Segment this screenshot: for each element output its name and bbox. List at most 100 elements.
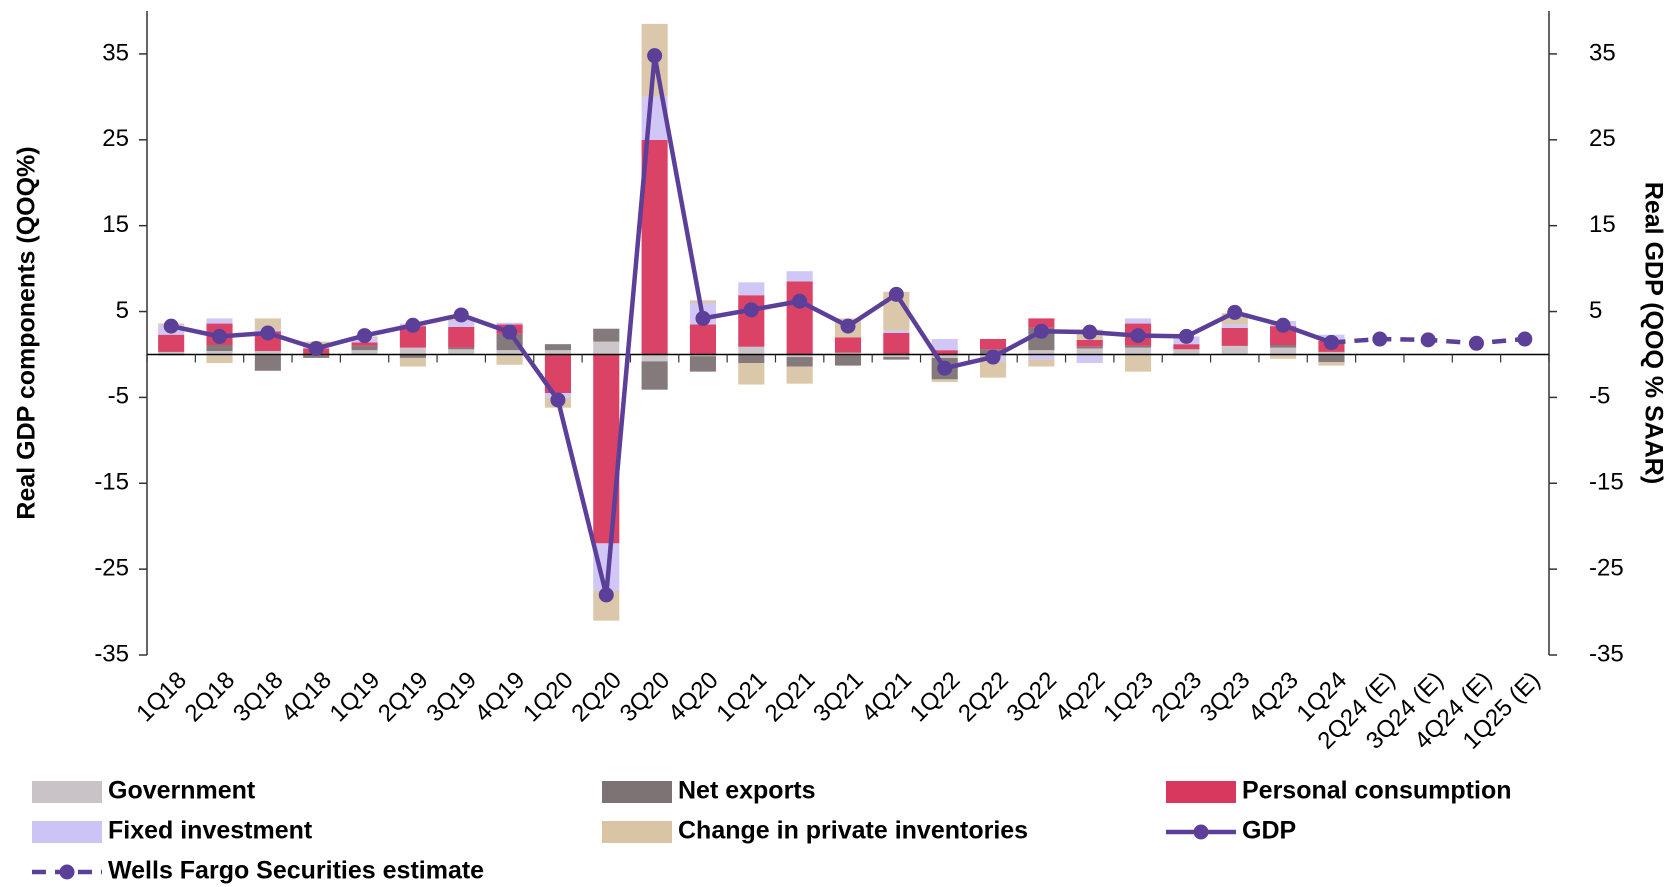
x-tick-label: 4Q22 xyxy=(1050,667,1111,728)
bar-segment xyxy=(1173,344,1200,350)
bar-segment xyxy=(931,354,958,358)
y2-tick-label: 35 xyxy=(1589,39,1616,66)
bar-segment xyxy=(448,320,475,327)
bar-segment xyxy=(254,351,281,355)
bar-segment xyxy=(1076,348,1103,355)
gdp-marker xyxy=(647,48,663,64)
gdp-marker xyxy=(163,318,179,334)
bar-segment xyxy=(448,349,475,355)
bar-segment xyxy=(496,350,523,355)
bar-segment xyxy=(1076,339,1103,347)
x-tick-label: 4Q19 xyxy=(470,667,531,728)
y-tick-label: 5 xyxy=(116,297,129,324)
bar-segment xyxy=(206,354,233,364)
bar-segment xyxy=(206,351,233,355)
legend-swatch xyxy=(32,821,102,843)
y-tick-label: -25 xyxy=(94,554,129,581)
gdp-marker xyxy=(502,324,518,340)
legend-swatch xyxy=(1166,781,1236,803)
estimate-marker xyxy=(1420,332,1436,348)
legend-marker xyxy=(1193,824,1209,840)
bar-segment xyxy=(496,354,523,365)
bar-segment xyxy=(738,346,765,355)
x-tick-label: 2Q18 xyxy=(180,667,241,728)
gdp-marker xyxy=(792,293,808,309)
bar-segment xyxy=(448,347,475,350)
y-tick-label: 15 xyxy=(102,211,129,238)
bar-segment xyxy=(883,330,910,333)
estimate-marker xyxy=(1372,331,1388,347)
legend-label: Change in private inventories xyxy=(678,817,1028,845)
legend-swatch xyxy=(602,821,672,843)
gdp-marker xyxy=(743,302,759,318)
bar-segment xyxy=(1076,354,1103,364)
bar-segment xyxy=(786,357,813,367)
bar-segment xyxy=(931,350,958,355)
y2-tick-label: -5 xyxy=(1589,383,1610,410)
gdp-marker xyxy=(453,307,469,323)
bar-segment xyxy=(1221,324,1248,328)
legend-label: Wells Fargo Securities estimate xyxy=(108,857,484,885)
legend-label: Fixed investment xyxy=(108,817,313,845)
y2-tick-label: -35 xyxy=(1589,640,1624,667)
bar-segment xyxy=(593,328,620,342)
legend-label: Net exports xyxy=(678,777,816,805)
bar-segment xyxy=(641,361,668,390)
bar-segment xyxy=(206,318,233,324)
y2-tick-label: 25 xyxy=(1589,125,1616,152)
bar-segment xyxy=(303,355,330,358)
bar-segment xyxy=(738,363,765,385)
bar-segment xyxy=(931,379,958,382)
bar-segment xyxy=(931,339,958,351)
bar-segment xyxy=(351,342,378,346)
gdp-marker xyxy=(1227,304,1243,320)
bar-segment xyxy=(689,356,717,372)
bar-segment xyxy=(1125,347,1152,355)
legend-marker xyxy=(59,864,75,880)
y-axis-title: Real GDP components (QOQ%) xyxy=(13,146,41,519)
y2-tick-label: 15 xyxy=(1589,211,1616,238)
y-tick-label: 25 xyxy=(102,125,129,152)
bar-segment xyxy=(834,337,862,353)
bar-segment xyxy=(1270,326,1297,346)
estimate-marker xyxy=(1468,335,1484,351)
x-tick-label: 3Q21 xyxy=(808,667,869,728)
bar-segment xyxy=(399,347,426,355)
bar-segment xyxy=(1270,347,1297,355)
bar-segment xyxy=(1221,327,1248,346)
bar-segment xyxy=(158,351,185,355)
bar-segment xyxy=(689,354,717,357)
bar-segment xyxy=(1173,349,1200,355)
bar-segment xyxy=(738,282,765,296)
bar-segment xyxy=(689,300,717,303)
x-tick-label: 4Q23 xyxy=(1243,667,1304,728)
bar-segment xyxy=(1028,350,1055,355)
bar-segment xyxy=(689,324,717,355)
x-tick-label: 2Q23 xyxy=(1147,667,1208,728)
bar-segment xyxy=(1318,362,1345,366)
bar-segment xyxy=(786,366,813,384)
bar-segment xyxy=(1028,318,1055,328)
gdp-marker xyxy=(888,286,904,302)
gdp-marker xyxy=(598,587,614,603)
bar-segment xyxy=(834,354,862,366)
x-tick-label: 2Q19 xyxy=(373,667,434,728)
legend-label: Personal consumption xyxy=(1242,777,1511,805)
bar-segment xyxy=(979,361,1007,378)
bar-segment xyxy=(1125,318,1152,324)
x-tick-label: 1Q23 xyxy=(1098,667,1159,728)
bar-segment xyxy=(448,326,475,348)
x-tick-label: 3Q22 xyxy=(1001,667,1062,728)
bar-segment xyxy=(399,326,426,348)
x-tick-label: 1Q22 xyxy=(905,667,966,728)
x-tick-label: 1Q21 xyxy=(711,667,772,728)
x-tick-label: 4Q20 xyxy=(663,667,724,728)
gdp-marker xyxy=(1082,324,1098,340)
bar-segment xyxy=(399,354,426,358)
bar-segment xyxy=(1028,359,1055,367)
x-tick-label: 4Q21 xyxy=(856,667,917,728)
bar-segment xyxy=(399,357,426,367)
estimate-marker xyxy=(1323,334,1339,350)
y-tick-label: -15 xyxy=(94,469,129,496)
gdp-marker xyxy=(550,392,566,408)
